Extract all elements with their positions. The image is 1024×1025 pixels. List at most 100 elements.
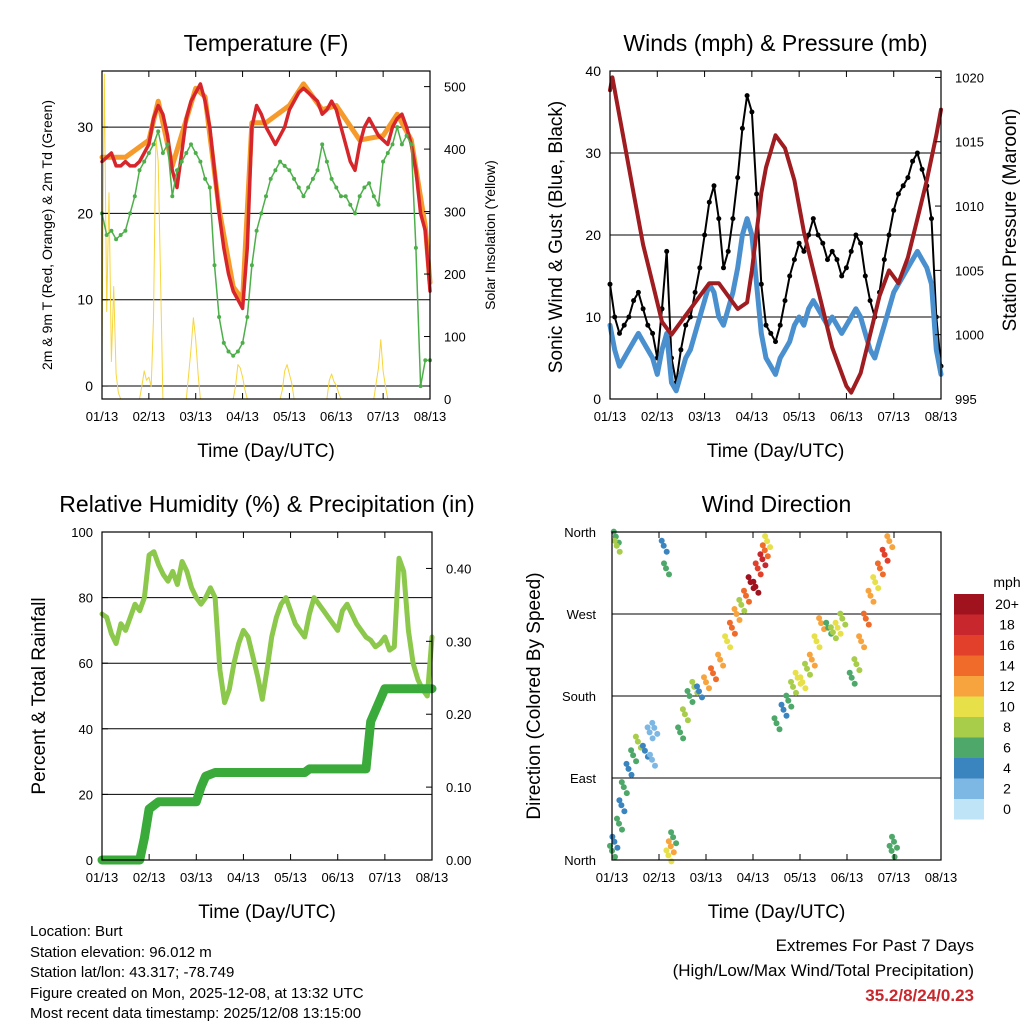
direction-point [663,565,669,572]
direction-point [736,596,743,603]
direction-point [764,553,771,560]
direction-point [886,842,893,849]
direction-panel: Wind Direction Time (Day/UTC) 01/13 02/13 03… [524,491,1021,923]
humidity-xtick-label: 06/13 [321,870,354,885]
direction-point [675,724,682,731]
legend-label: 16 [999,637,1015,653]
direction-point [618,779,625,786]
direction-title: Wind Direction [702,491,852,517]
winds-xtick-label: 07/13 [877,409,910,424]
direction-point [706,685,712,692]
direction-ylabel: Direction (Colored By Speed) [524,572,545,819]
figure-created: Figure created on Mon, 2025-12-08, at 13… [30,984,364,1002]
direction-point [752,560,759,567]
humidity-panel: Relative Humidity (%) & Precipitation (i… [29,491,475,923]
direction-point [793,689,799,696]
direction-point [619,826,625,833]
direction-point [884,533,891,540]
direction-point [611,537,618,544]
direction-point [879,571,886,578]
direction-point [851,680,858,687]
direction-point [623,760,630,767]
direction-point [802,685,809,692]
temperature-series-solar-insolation [101,73,431,400]
direction-xtick-label: 06/13 [831,870,864,885]
direction-point [788,703,795,710]
direction-point [888,847,895,854]
winds-ytick-label: 40 [585,63,601,79]
direction-point [613,542,620,549]
legend-label: 12 [999,678,1015,694]
direction-point [727,644,734,651]
winds-xtick-label: 03/13 [688,409,721,424]
direction-point [673,840,680,847]
legend-swatch [954,655,984,676]
humidity-ytick-right-label: 0.30 [446,634,471,649]
direction-point [811,662,818,669]
direction-point [752,583,759,590]
direction-point [632,733,639,740]
direction-ytick-label: West [567,607,597,622]
direction-point [625,765,632,772]
direction-point [759,542,766,549]
winds-ylabel-left: Sonic Wind & Gust (Blue, Black) [546,101,567,373]
direction-point [829,629,836,636]
direction-point [881,551,888,558]
direction-point [652,762,658,769]
winds-ytick-label: 30 [585,145,601,161]
direction-point [757,571,764,578]
temperature-series-9m-t [99,81,433,303]
direction-point [738,601,745,608]
direction-point [761,547,768,554]
direction-point [660,542,667,549]
direction-point [703,679,709,686]
temperature-series-2m-t [100,82,432,311]
legend-label: 20+ [995,596,1019,612]
direction-point [813,638,820,645]
temperature-ytick-label: 20 [77,205,93,221]
direction-point [616,797,623,804]
direction-point [689,678,696,685]
direction-point [848,674,855,681]
humidity-xtick-label: 01/13 [86,870,119,885]
humidity-ytick-label: 80 [79,591,93,606]
direction-point [713,676,719,683]
direction-point [806,651,813,658]
direction-point [755,589,762,596]
direction-point [886,538,893,545]
winds-xtick-label: 05/13 [783,409,816,424]
temperature-ytick-right-label: 100 [444,330,466,345]
winds-ytick-label: 10 [585,309,601,325]
direction-point [754,565,761,572]
direction-xtick-label: 03/13 [690,870,723,885]
humidity-ytick-label: 0 [86,853,93,868]
direction-point [839,615,846,622]
direction-xtick-label: 08/13 [925,870,958,885]
winds-xtick-label: 02/13 [641,409,674,424]
winds-series-station-pressure [608,75,943,395]
direction-point [891,853,898,860]
direction-point [661,560,667,567]
direction-point [710,670,716,677]
direction-point [741,607,748,614]
direction-point [736,617,743,623]
direction-point [872,579,879,586]
direction-point [799,679,806,686]
direction-point [745,574,752,581]
direction-point [894,844,900,851]
direction-xtick-label: 01/13 [596,870,629,885]
direction-point [641,747,648,754]
direction-point [858,638,865,645]
direction-point [670,834,677,841]
temperature-xtick-label: 08/13 [414,409,447,424]
temperature-ytick-right-label: 300 [444,205,466,220]
direction-point [639,742,646,749]
direction-point [862,615,869,622]
direction-point [658,537,665,544]
direction-point [776,726,783,733]
direction-ytick-label: North [564,525,596,540]
direction-point [853,661,860,668]
direction-point [746,598,752,605]
direction-point [679,706,686,713]
direction-ytick-label: North [564,853,596,868]
